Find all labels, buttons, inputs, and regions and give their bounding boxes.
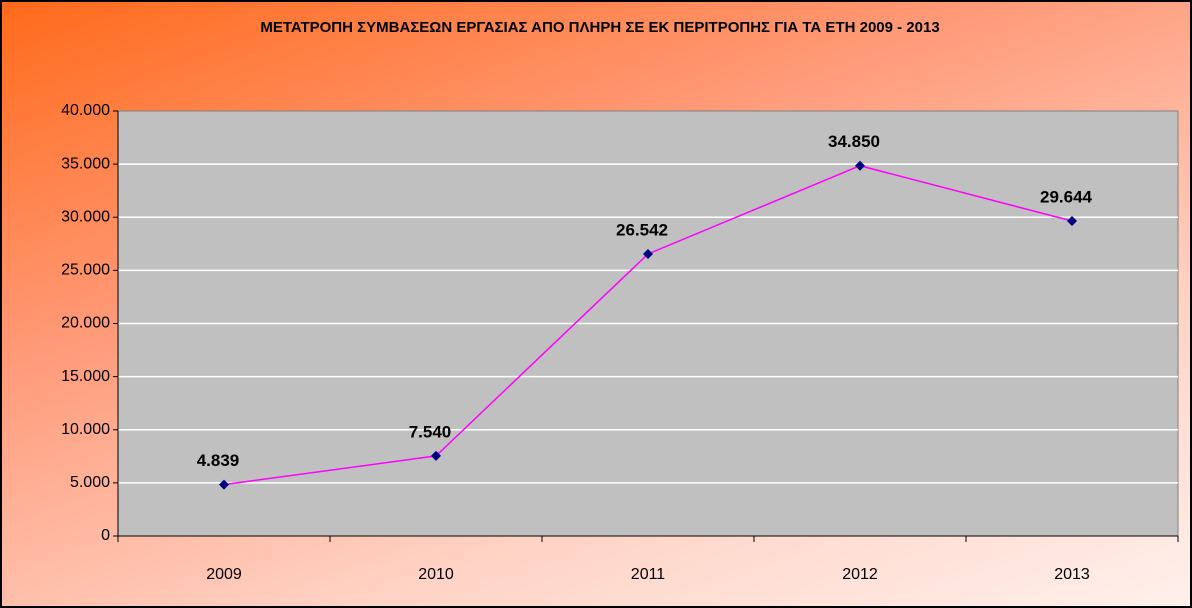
y-tick-label: 25.000 xyxy=(61,262,110,279)
y-tick-label: 35.000 xyxy=(61,155,110,172)
y-tick-label: 20.000 xyxy=(61,315,110,332)
marker xyxy=(1067,216,1077,227)
marker xyxy=(643,248,653,259)
marker xyxy=(855,160,865,171)
data-label: 4.839 xyxy=(197,451,240,470)
y-tick-label: 5.000 xyxy=(70,474,110,491)
x-tick-label: 2013 xyxy=(1054,566,1090,583)
marker xyxy=(431,450,441,461)
y-tick-label: 0 xyxy=(101,527,110,544)
data-label: 26.542 xyxy=(616,220,668,239)
data-label: 34.850 xyxy=(828,132,880,151)
x-tick-label: 2009 xyxy=(206,566,242,583)
x-tick-label: 2011 xyxy=(631,566,666,583)
y-tick-label: 15.000 xyxy=(61,368,110,385)
data-label: 7.540 xyxy=(409,422,452,441)
y-tick-label: 30.000 xyxy=(61,208,110,225)
data-label: 29.644 xyxy=(1040,188,1093,207)
marker xyxy=(219,479,229,490)
y-tick-label: 40.000 xyxy=(61,102,110,119)
chart-title: ΜΕΤΑΤΡΟΠΗ ΣΥΜΒΑΣΕΩΝ ΕΡΓΑΣΙΑΣ ΑΠΟ ΠΛΗΡΗ Σ… xyxy=(260,19,939,36)
y-tick-label: 10.000 xyxy=(61,421,110,438)
x-tick-label: 2012 xyxy=(842,566,878,583)
x-tick-label: 2010 xyxy=(418,566,454,583)
